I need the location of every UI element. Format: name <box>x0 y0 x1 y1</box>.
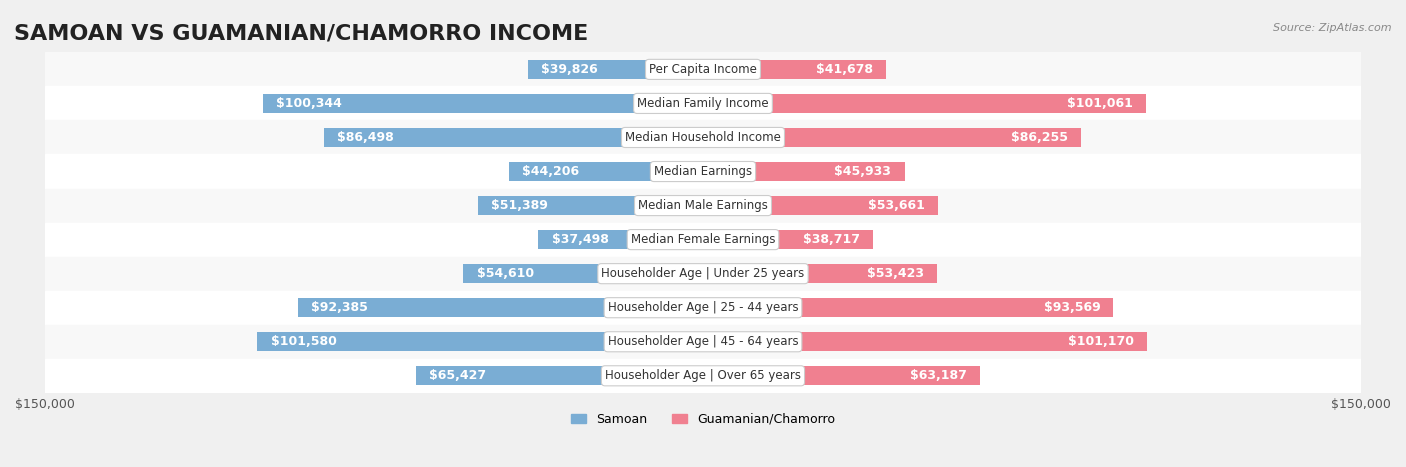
Text: $54,610: $54,610 <box>477 267 534 280</box>
Text: $63,187: $63,187 <box>910 369 967 382</box>
Bar <box>298 298 703 317</box>
Text: $53,661: $53,661 <box>869 199 925 212</box>
Bar <box>45 155 1361 189</box>
Bar <box>703 264 938 283</box>
Bar <box>509 162 703 181</box>
Text: $44,206: $44,206 <box>522 165 579 178</box>
Text: $101,170: $101,170 <box>1067 335 1133 348</box>
Text: SAMOAN VS GUAMANIAN/CHAMORRO INCOME: SAMOAN VS GUAMANIAN/CHAMORRO INCOME <box>14 23 588 43</box>
Text: $86,255: $86,255 <box>1011 131 1069 144</box>
Text: Median Earnings: Median Earnings <box>654 165 752 178</box>
Text: $86,498: $86,498 <box>336 131 394 144</box>
Text: $92,385: $92,385 <box>311 301 368 314</box>
Text: $37,498: $37,498 <box>551 233 609 246</box>
Bar <box>703 230 873 249</box>
Bar <box>703 94 1146 113</box>
Bar <box>45 223 1361 257</box>
Bar <box>45 359 1361 393</box>
Bar <box>45 290 1361 325</box>
Bar <box>538 230 703 249</box>
Text: $39,826: $39,826 <box>541 63 598 76</box>
Bar <box>703 298 1114 317</box>
Bar <box>703 128 1081 147</box>
Bar <box>257 333 703 351</box>
Bar <box>45 257 1361 290</box>
Text: Householder Age | Over 65 years: Householder Age | Over 65 years <box>605 369 801 382</box>
Bar <box>416 367 703 385</box>
Bar <box>45 189 1361 223</box>
Text: Householder Age | 45 - 64 years: Householder Age | 45 - 64 years <box>607 335 799 348</box>
Text: $65,427: $65,427 <box>429 369 486 382</box>
Bar <box>703 162 904 181</box>
Bar <box>45 86 1361 120</box>
Text: Per Capita Income: Per Capita Income <box>650 63 756 76</box>
Text: Householder Age | Under 25 years: Householder Age | Under 25 years <box>602 267 804 280</box>
Bar <box>45 52 1361 86</box>
Text: Source: ZipAtlas.com: Source: ZipAtlas.com <box>1274 23 1392 33</box>
Bar <box>703 196 938 215</box>
Text: $100,344: $100,344 <box>276 97 342 110</box>
Bar <box>263 94 703 113</box>
Text: Median Male Earnings: Median Male Earnings <box>638 199 768 212</box>
Bar <box>703 367 980 385</box>
Bar <box>703 60 886 79</box>
Bar <box>45 325 1361 359</box>
Bar <box>529 60 703 79</box>
Text: $38,717: $38,717 <box>803 233 859 246</box>
Bar <box>478 196 703 215</box>
Text: $53,423: $53,423 <box>868 267 924 280</box>
Bar <box>464 264 703 283</box>
Text: $93,569: $93,569 <box>1043 301 1101 314</box>
Text: Median Female Earnings: Median Female Earnings <box>631 233 775 246</box>
Legend: Samoan, Guamanian/Chamorro: Samoan, Guamanian/Chamorro <box>567 408 839 431</box>
Text: Householder Age | 25 - 44 years: Householder Age | 25 - 44 years <box>607 301 799 314</box>
Text: $101,061: $101,061 <box>1067 97 1133 110</box>
Text: $45,933: $45,933 <box>835 165 891 178</box>
Bar <box>703 333 1147 351</box>
Text: $41,678: $41,678 <box>815 63 873 76</box>
Bar <box>323 128 703 147</box>
Text: $101,580: $101,580 <box>270 335 336 348</box>
Text: Median Family Income: Median Family Income <box>637 97 769 110</box>
Text: Median Household Income: Median Household Income <box>626 131 780 144</box>
Bar <box>45 120 1361 155</box>
Text: $51,389: $51,389 <box>491 199 547 212</box>
